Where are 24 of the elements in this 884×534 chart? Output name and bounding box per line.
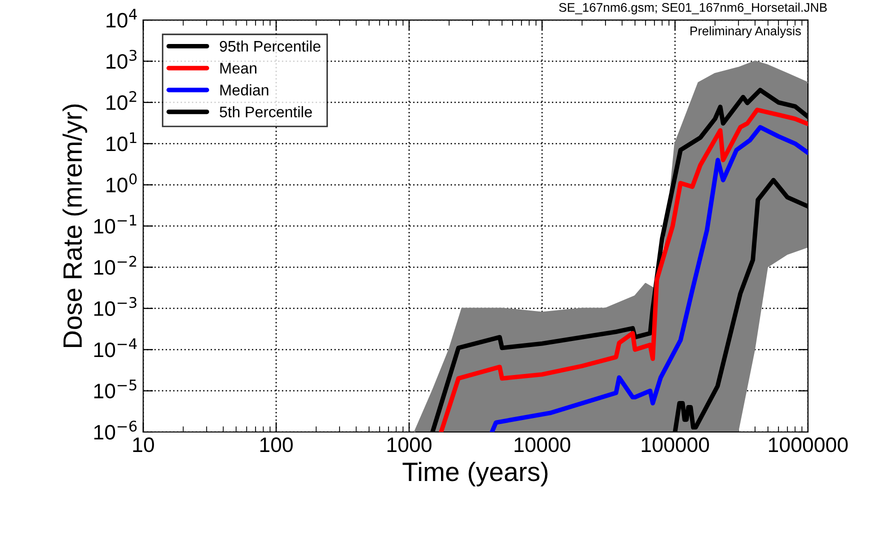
y-axis-title: Dose Rate (mrem/yr) (62, 104, 88, 348)
y-tick-label: 10$^{3}$ (106, 50, 136, 69)
y-tick-label: 10$^{−1}$ (94, 214, 136, 234)
y-tick-label: 10$^{1}$ (106, 132, 136, 152)
x-tick-label: 100000 (642, 437, 709, 452)
legend-label: Mean (220, 62, 256, 74)
x-axis-title: Time (years) (402, 462, 548, 486)
y-tick-label: 10$^{0}$ (106, 173, 137, 192)
text: SE_167nm6.gsm; SE01_167nm6_Horsetail.JNB (559, 2, 827, 14)
x-tick-label: 10 (133, 437, 154, 452)
y-tick-label: 10$^{2}$ (106, 91, 136, 110)
legend-label: 5th Percentile (220, 106, 312, 118)
x-tick-label: 1000000 (769, 437, 848, 452)
y-tick-label: 10$^{−2}$ (94, 256, 136, 275)
legend-label: Median (220, 84, 268, 96)
legend-label: 95th Percentile (220, 40, 320, 52)
y-tick-label: 10$^{−3}$ (94, 297, 136, 316)
y-tick-label: 10$^{−5}$ (94, 380, 136, 398)
y-tick-label: 10$^{−4}$ (94, 338, 137, 358)
y-tick-label: 10$^{4}$ (106, 8, 137, 28)
x-tick-label: 1000 (388, 437, 432, 452)
annotation: Preliminary Analysis (690, 26, 801, 38)
x-tick-label: 10000 (514, 437, 570, 452)
x-tick-label: 100 (260, 437, 293, 452)
